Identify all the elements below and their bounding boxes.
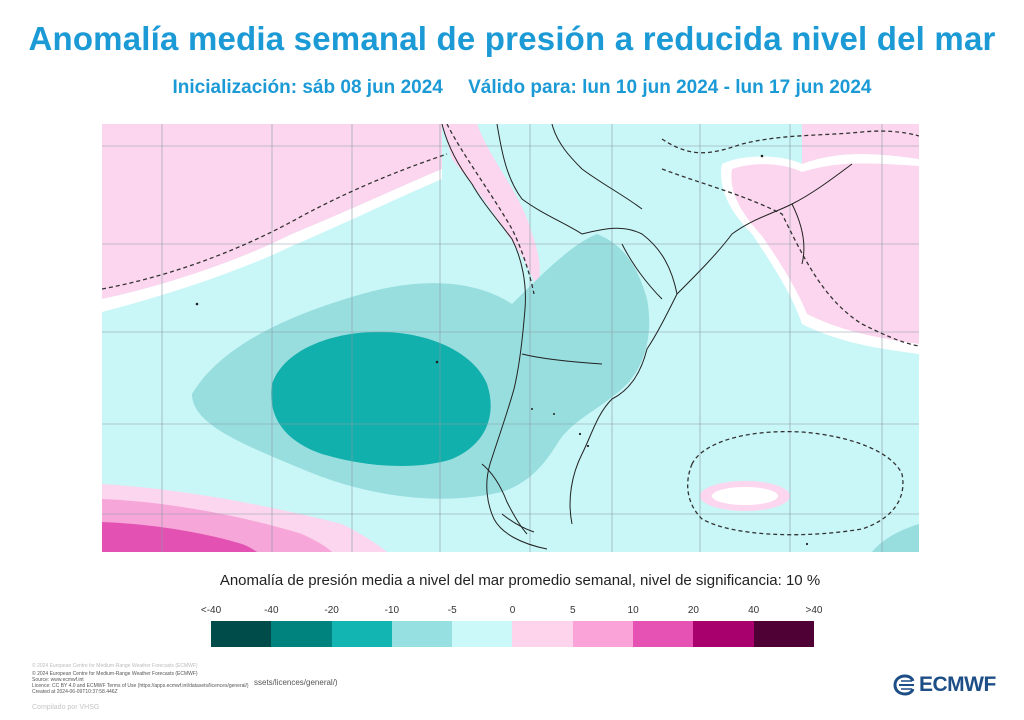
legend-label: -20 [324,605,339,616]
legend-label: -10 [384,605,400,616]
legend-swatch [391,621,453,647]
map-title: Anomalía media semanal de presión a redu… [28,20,996,57]
credits-line: Created at 2024-06-09T10:37:58.446Z [32,689,118,695]
pressure-anomaly-map [102,124,919,552]
coastlines [441,124,853,550]
positive-anomaly-chile-coast [442,124,540,289]
ecmwf-logo-icon [893,674,915,696]
legend-swatch [271,621,332,647]
legend-label: 20 [687,605,699,616]
map-subtitle: Inicialización: sáb 08 jun 2024 Válido p… [0,77,1024,99]
legend-label: -40 [264,605,279,616]
negative-anomaly-strong [271,331,491,466]
credits-block: © 2024 European Centre for Medium-Range … [32,671,249,695]
legend-swatch [331,621,392,647]
positive-anomaly-southwest-strong [102,522,257,552]
legend-swatch [512,621,573,647]
credits-line: © 2024 European Centre for Medium-Range … [32,671,198,677]
legend-label: <-40 [200,605,222,616]
legend-label: -5 [447,605,457,616]
ecmwf-logo-text: ECMWF [919,673,996,696]
ecmwf-logo: ECMWF [892,672,996,698]
credits-line: Licence: CC BY 4.0 and ECMWF Terms of Us… [32,683,249,689]
legend-swatch [633,621,694,647]
legend-title: Anomalía de presión media a nivel del ma… [219,572,821,589]
legend-swatch [211,621,272,647]
legend-swatch [753,621,814,647]
initialization-date: Inicialización: sáb 08 jun 2024 [172,77,443,98]
legend-label: 5 [570,605,576,616]
legend-labels: <-40 -40 -20 -10 -5 0 5 10 20 40 >40 [0,605,1024,619]
legend-label: 10 [627,605,639,616]
significance-contours [102,124,919,536]
legend-swatch [572,621,634,647]
compiled-by: Compilado por VHSG [32,704,100,711]
legend-swatch [693,621,754,647]
validity-period: Válido para: lun 10 jun 2024 - lun 17 ju… [468,77,872,98]
credits-line: Source: www.ecmwf.int [32,677,84,683]
credits-fragment: ssets/licences/general/) [254,678,338,687]
lat-lon-grid [102,124,919,552]
legend-label: >40 [805,605,823,616]
legend-color-bar [211,621,814,647]
legend-label: 0 [509,605,516,616]
legend-swatch [452,621,513,647]
legend-label: 40 [748,605,760,616]
credits-ghost: © 2024 European Centre for Medium-Range … [32,663,198,669]
